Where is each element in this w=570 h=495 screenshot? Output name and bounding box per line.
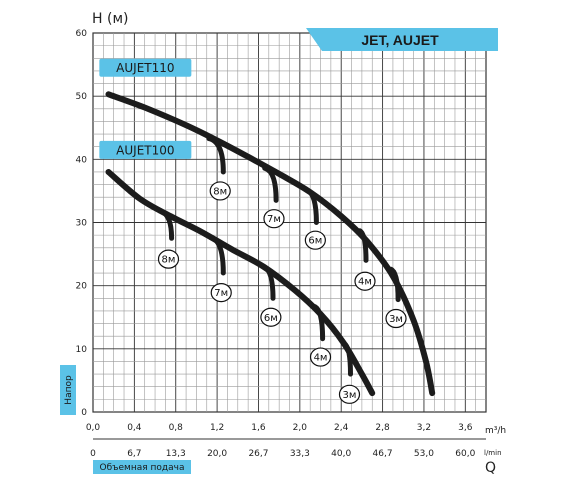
series-tag-bg: [99, 140, 192, 159]
depth-marker-circle: [385, 308, 407, 329]
y-tick-label: 10: [76, 345, 88, 355]
depth-marker-circle: [354, 271, 376, 291]
series-tag-label: AUJET100: [116, 143, 174, 157]
depth-branch: [303, 187, 319, 225]
title-banner-shape: [306, 28, 498, 51]
x-tick-label-top: 2,0: [293, 423, 308, 433]
x-side-label: Объемная подача: [93, 460, 191, 474]
depth-marker-label: 4м: [358, 277, 372, 288]
depth-marker-label: 7м: [214, 288, 228, 299]
y-tick-label: 50: [76, 92, 88, 102]
y-tick-label: 30: [76, 219, 88, 229]
x-tick-label-bottom: 26,7: [248, 449, 268, 459]
y-tick-label: 40: [76, 155, 88, 165]
series-tags: AUJET110 AUJET100: [99, 58, 192, 159]
depth-branch: [260, 263, 276, 301]
y-side-label-bg: [60, 365, 76, 415]
y-tick-label: 0: [81, 408, 87, 418]
chart-title: JET, AUJET: [361, 32, 439, 48]
depth-branch: [157, 208, 175, 241]
depth-branch: [341, 341, 353, 377]
x-side-label-text: Объемная подача: [100, 463, 185, 473]
x-tick-label-bottom: 46,7: [373, 449, 393, 459]
depth-marker-circle: [260, 307, 282, 327]
x-tick-label-top: 0,8: [169, 423, 184, 433]
x-unit-bottom: l/min: [484, 449, 502, 457]
x-axis-title: Q: [485, 460, 496, 476]
x-tick-label-bottom: 13,3: [166, 449, 186, 459]
x-unit-top: m³/h: [485, 426, 506, 436]
x-tick-label-bottom: 0: [90, 449, 96, 459]
depth-marker-circle: [157, 249, 180, 269]
x-tick-label-top: 2,8: [375, 423, 390, 433]
depth-marker-label: 3м: [389, 314, 403, 325]
x-tick-label-top: 3,6: [458, 423, 473, 433]
x-side-label-bg: [93, 460, 191, 474]
depth-branch: [357, 228, 369, 263]
depth-marker-label: 6м: [308, 236, 322, 247]
depth-marker-label: 8м: [213, 186, 227, 197]
x-tick-label-bottom: 6,7: [127, 449, 141, 459]
depth-marker-label: 6м: [264, 313, 278, 324]
depth-marker-circle: [210, 283, 232, 303]
x-tick-label-top: 1,2: [210, 423, 224, 433]
x-tick-label-bottom: 40,0: [331, 449, 351, 459]
x-tick-label-bottom: 20,0: [207, 449, 227, 459]
x-tick-label-top: 0,4: [127, 423, 142, 433]
x-tick-label-top: 2,4: [334, 423, 349, 433]
depth-branch: [208, 235, 226, 276]
depth-branch: [206, 136, 226, 175]
depth-marker-label: 3м: [343, 390, 357, 401]
chart-title-banner: JET, AUJET: [306, 28, 498, 51]
x-tick-label-top: 0,0: [86, 423, 101, 433]
depth-markers: 8м 7м 6м 4м 3м 8м 7м 6м 4м 3м: [157, 136, 407, 404]
depth-marker-label: 7м: [267, 214, 281, 225]
x-tick-label-bottom: 53,0: [414, 449, 434, 459]
depth-marker-label: 4м: [314, 353, 328, 364]
series-tag-bg: [99, 58, 192, 77]
tick-labels: 0 10 20 30 40 50 60 0,0 0,4 0,8 1,2 1,6 2,0 2,4 2,8 3,2…: [76, 29, 476, 459]
y-side-label: Напор: [60, 365, 76, 415]
depth-branch: [388, 266, 401, 303]
depth-branch: [311, 304, 326, 342]
series-tag-label: AUJET110: [116, 61, 174, 75]
y-side-label-text: Напор: [64, 375, 74, 405]
chart-grid: [92, 32, 487, 413]
x-tick-label-bottom: 33,3: [290, 449, 310, 459]
depth-marker-label: 8м: [162, 255, 176, 266]
x-tick-label-bottom: 60,0: [455, 449, 475, 459]
y-tick-label: 60: [76, 29, 88, 39]
y-axis-title: H (м): [92, 11, 128, 27]
depth-marker-circle: [304, 230, 326, 250]
depth-marker-circle: [338, 384, 361, 404]
depth-marker-circle: [263, 209, 285, 229]
depth-branch: [262, 165, 279, 203]
depth-marker-circle: [309, 347, 332, 367]
y-tick-label: 20: [76, 282, 88, 292]
depth-marker-circle: [209, 181, 231, 201]
x-tick-label-top: 3,2: [417, 423, 431, 433]
x-tick-label-top: 1,6: [251, 423, 266, 433]
